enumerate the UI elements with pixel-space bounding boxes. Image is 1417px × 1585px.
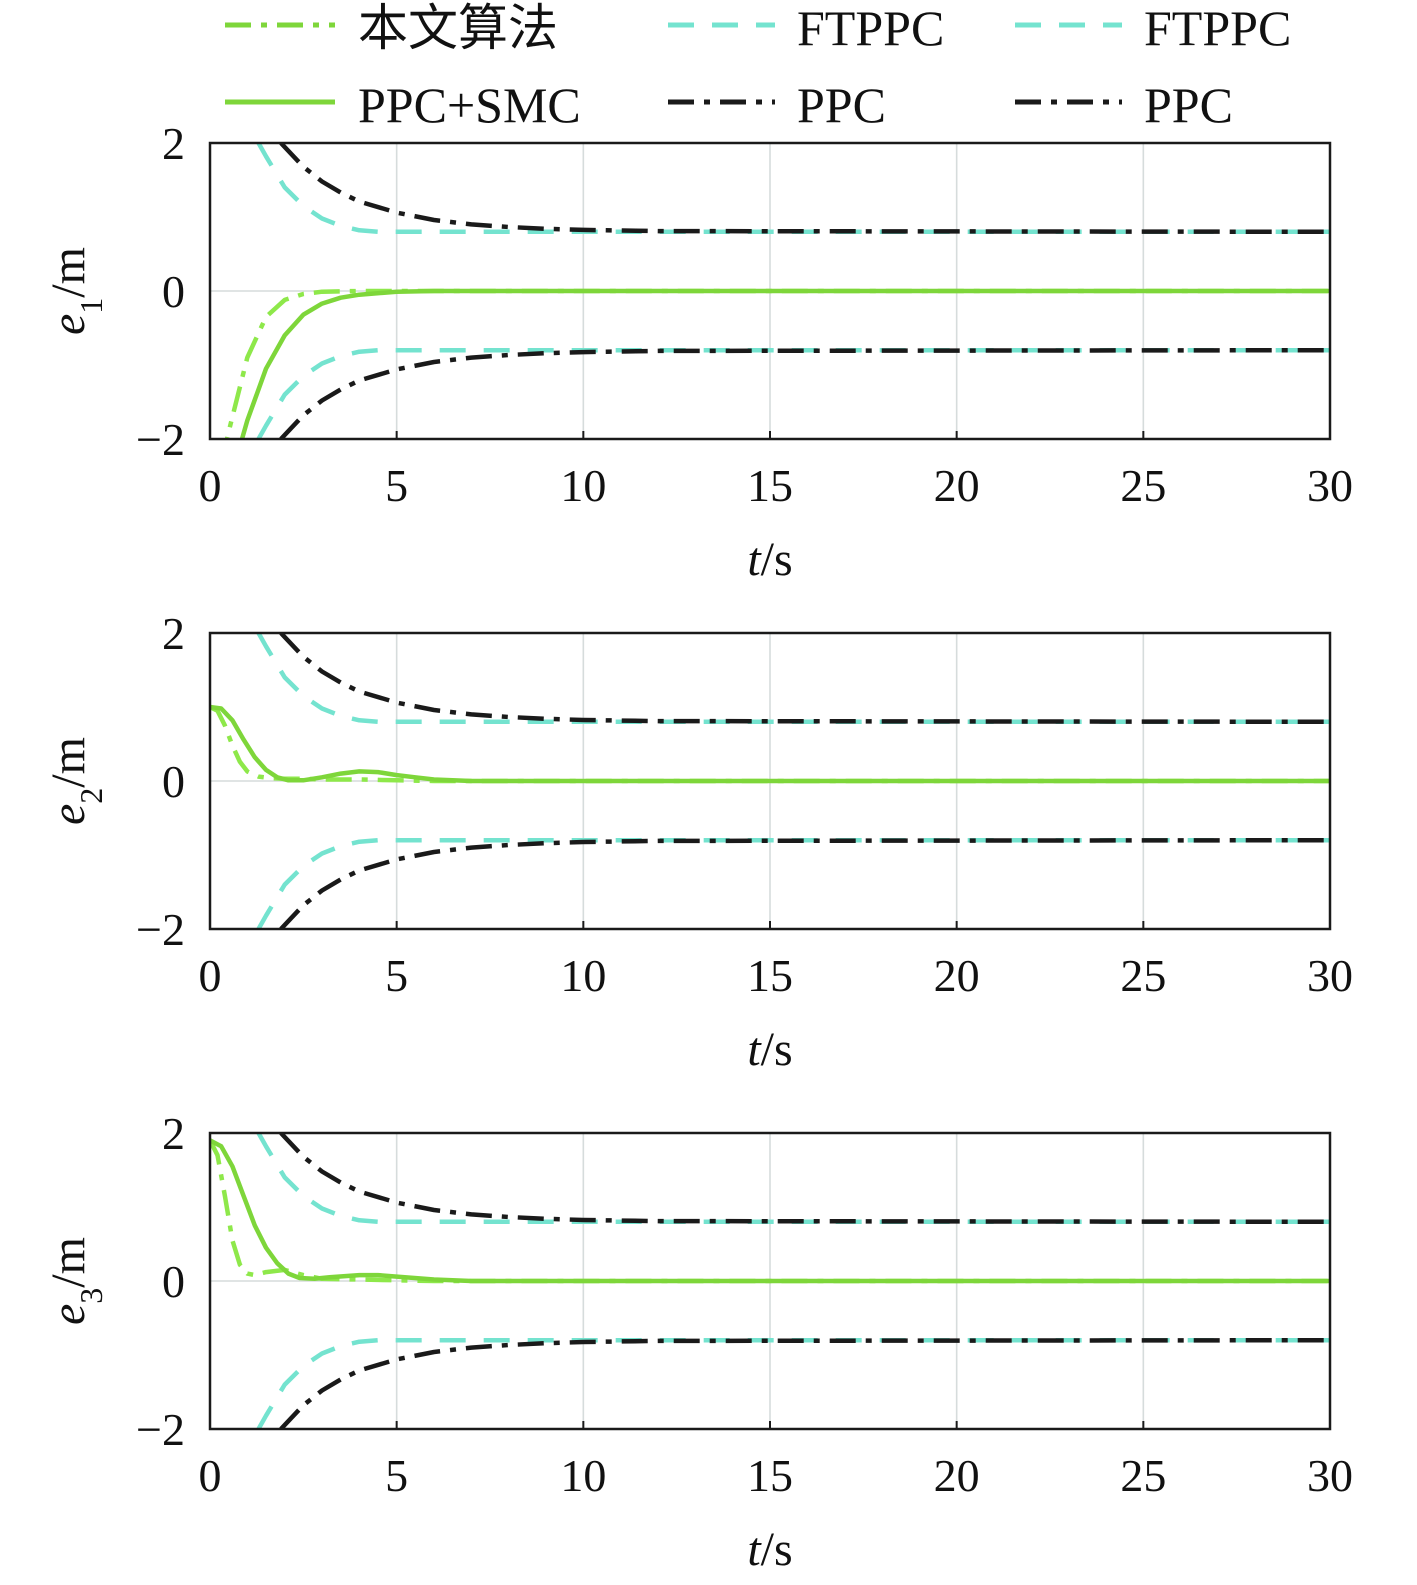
- series-line-4: [256, 1337, 1330, 1429]
- series-line-2: [239, 288, 1330, 439]
- legend-label-3: FTPPC: [1144, 0, 1291, 56]
- series-line-5: [279, 1133, 1330, 1225]
- x-tick-label: 10: [560, 950, 606, 1001]
- series-line-1: [210, 704, 1330, 784]
- y-axis-var: e: [42, 804, 95, 825]
- y-tick-label: 2: [162, 1108, 185, 1159]
- legend-label-6: PPC: [1144, 77, 1233, 133]
- y-axis-label: e1/m: [42, 247, 109, 335]
- x-axis-var: t: [747, 1523, 762, 1576]
- y-axis-unit: /m: [42, 1237, 95, 1288]
- x-tick-label: 25: [1120, 950, 1166, 1001]
- x-tick-label: 30: [1307, 950, 1353, 1001]
- series-line-5: [279, 633, 1330, 725]
- series-line-6: [279, 837, 1330, 929]
- x-tick-label: 30: [1307, 460, 1353, 511]
- y-tick-label: 2: [162, 608, 185, 659]
- series-line-4: [256, 347, 1330, 439]
- y-axis-subscript: 2: [73, 788, 109, 804]
- x-axis-unit: /s: [761, 1023, 793, 1076]
- x-axis-unit: /s: [761, 1523, 793, 1576]
- y-axis-label: e2/m: [42, 737, 109, 825]
- series-line-3: [256, 633, 1330, 725]
- x-axis-label: t/s: [747, 1523, 792, 1576]
- y-tick-label: −2: [136, 904, 185, 955]
- x-tick-label: 20: [934, 460, 980, 511]
- x-tick-label: 20: [934, 950, 980, 1001]
- x-tick-label: 15: [747, 460, 793, 511]
- y-axis-subscript: 3: [73, 1288, 109, 1304]
- x-axis-var: t: [747, 533, 762, 586]
- series-line-2: [210, 704, 1330, 784]
- series-group: [210, 1133, 1330, 1429]
- x-tick-label: 0: [199, 1450, 222, 1501]
- x-tick-label: 10: [560, 460, 606, 511]
- legend: 本文算法 FTPPC FTPPC PPC+SMC PPC PPC: [225, 0, 1291, 133]
- x-tick-label: 30: [1307, 1450, 1353, 1501]
- series-line-6: [279, 347, 1330, 439]
- legend-label-4: PPC+SMC: [358, 77, 581, 133]
- legend-label-1: 本文算法: [358, 0, 558, 56]
- x-tick-label: 15: [747, 1450, 793, 1501]
- x-tick-label: 25: [1120, 460, 1166, 511]
- x-axis-unit: /s: [761, 533, 793, 586]
- y-tick-label: 2: [162, 118, 185, 169]
- y-axis-var: e: [42, 314, 95, 335]
- series-line-6: [279, 1337, 1330, 1429]
- x-tick-label: 0: [199, 950, 222, 1001]
- y-axis-subscript: 1: [73, 298, 109, 314]
- series-group: [224, 143, 1330, 439]
- x-tick-label: 25: [1120, 1450, 1166, 1501]
- series-line-3: [256, 1133, 1330, 1225]
- x-axis-label: t/s: [747, 1023, 792, 1076]
- x-axis-var: t: [747, 1023, 762, 1076]
- x-tick-label: 5: [385, 460, 408, 511]
- series-line-5: [279, 143, 1330, 235]
- y-tick-label: 0: [162, 756, 185, 807]
- series-line-3: [256, 143, 1330, 235]
- x-tick-label: 15: [747, 950, 793, 1001]
- y-axis-unit: /m: [42, 247, 95, 298]
- x-axis-label: t/s: [747, 533, 792, 586]
- legend-label-5: PPC: [797, 77, 886, 133]
- x-tick-label: 0: [199, 460, 222, 511]
- x-tick-label: 20: [934, 1450, 980, 1501]
- x-tick-label: 5: [385, 1450, 408, 1501]
- y-axis-unit: /m: [42, 737, 95, 788]
- y-tick-label: 0: [162, 266, 185, 317]
- y-tick-label: 0: [162, 1256, 185, 1307]
- series-line-1: [210, 1139, 1330, 1284]
- series-line-2: [210, 1138, 1330, 1284]
- legend-label-2: FTPPC: [797, 0, 944, 56]
- y-axis-var: e: [42, 1304, 95, 1325]
- series-group: [210, 633, 1330, 929]
- y-axis-label: e3/m: [42, 1237, 109, 1325]
- y-tick-label: −2: [136, 1404, 185, 1455]
- x-tick-label: 10: [560, 1450, 606, 1501]
- series-line-4: [256, 837, 1330, 929]
- y-tick-label: −2: [136, 414, 185, 465]
- x-tick-label: 5: [385, 950, 408, 1001]
